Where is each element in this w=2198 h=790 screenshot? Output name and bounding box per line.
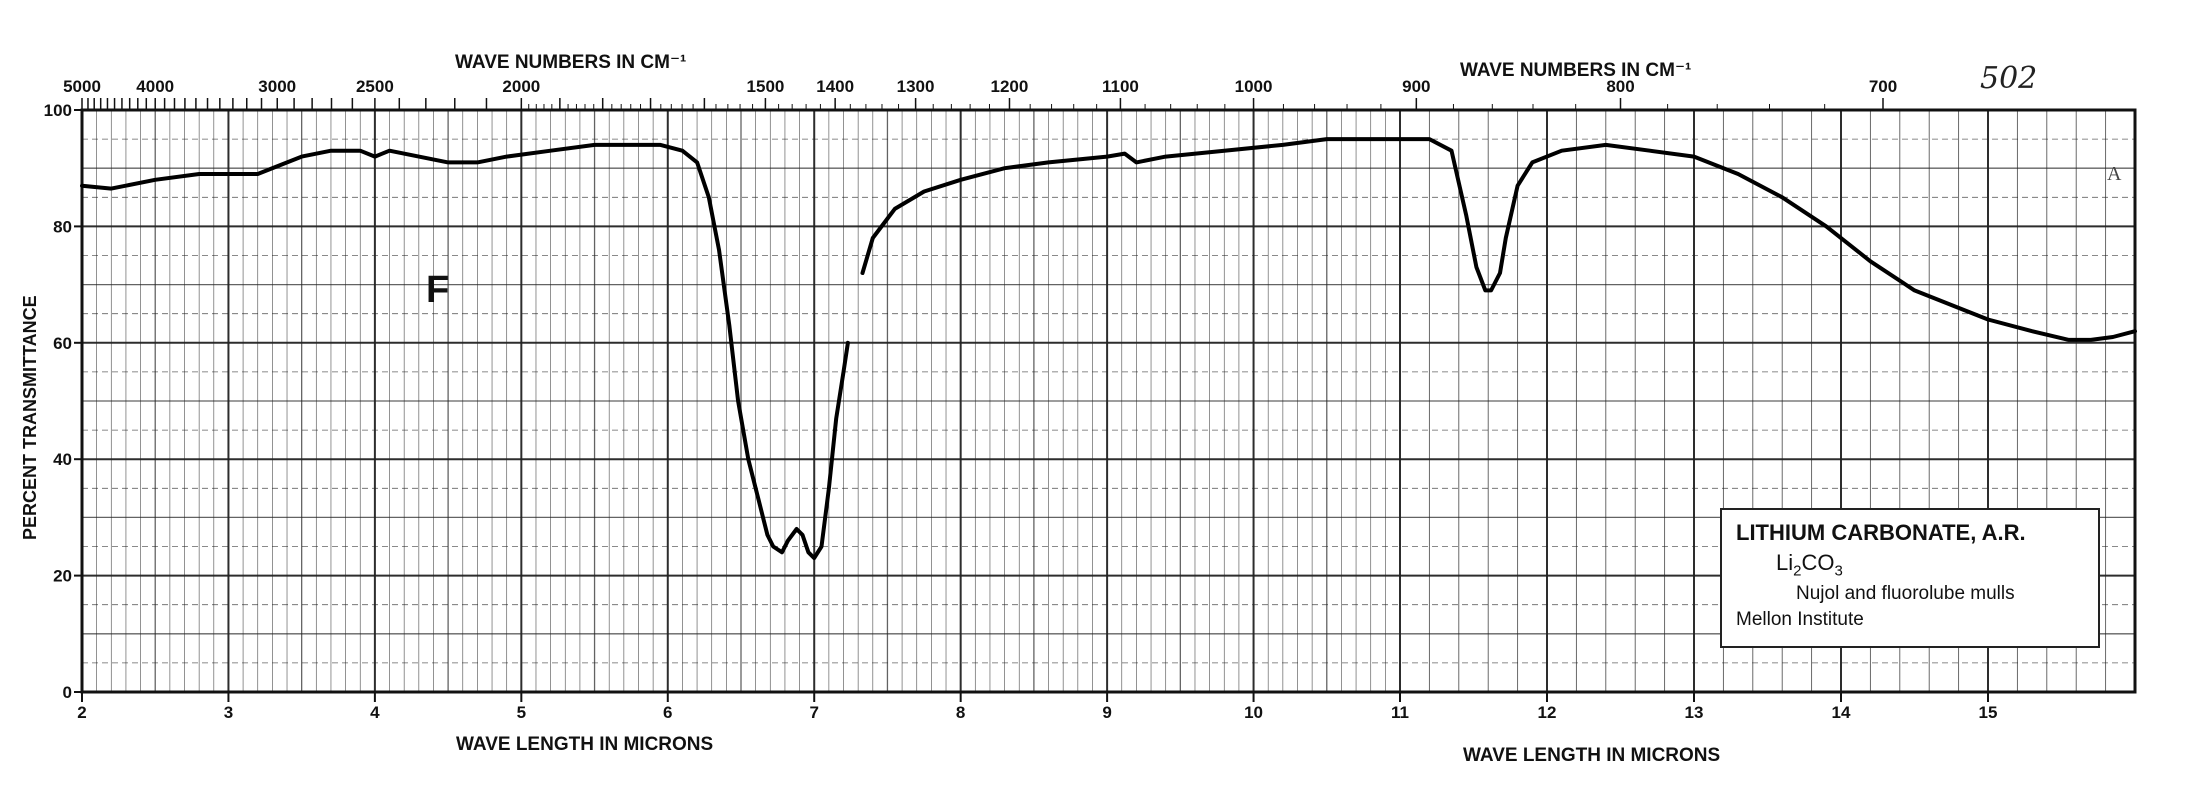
wavenumber-tick-label: 4000	[136, 77, 174, 96]
sample-source: Mellon Institute	[1736, 608, 1864, 630]
x-tick-label: 7	[809, 703, 818, 722]
wavenumber-tick-label: 1100	[1102, 77, 1139, 96]
page-number: 502	[1980, 61, 2037, 96]
wavenumber-tick-label: 1500	[747, 77, 785, 96]
y-tick-label: 60	[53, 334, 72, 353]
wavenumber-tick-label: 1300	[897, 77, 935, 96]
y-tick-label: 20	[53, 567, 72, 586]
wavenumber-tick-label: 2500	[356, 77, 394, 96]
wavenumber-tick-label: 700	[1869, 77, 1897, 96]
x-tick-label: 4	[370, 703, 380, 722]
wavenumber-tick-label: 1400	[816, 77, 854, 96]
chemical-formula: Li2CO3	[1776, 549, 1843, 580]
wavenumber-tick-label: 1000	[1235, 77, 1273, 96]
x-tick-label: 12	[1538, 703, 1557, 722]
wavenumber-tick-label: 900	[1402, 77, 1430, 96]
y-tick-label: 0	[63, 683, 72, 702]
x-tick-label: 8	[956, 703, 965, 722]
spectrum-curve	[80, 137, 2137, 561]
x-tick-label: 13	[1685, 703, 1704, 722]
x-tick-label: 6	[663, 703, 672, 722]
bottom-axis-label-right: WAVE LENGTH IN MICRONS	[1463, 745, 1720, 766]
panel-letter: F	[426, 269, 449, 311]
bottom-axis-label-left: WAVE LENGTH IN MICRONS	[456, 734, 713, 755]
x-tick-label: 9	[1102, 703, 1111, 722]
y-tick-label: 80	[53, 217, 72, 236]
spectrum-line	[860, 137, 2137, 342]
x-tick-label: 14	[1832, 703, 1851, 722]
sample-name: LITHIUM CARBONATE, A.R.	[1736, 520, 2026, 545]
wavenumber-tick-label: 1200	[991, 77, 1029, 96]
y-tick-label: 100	[44, 101, 72, 120]
top-axis-label-right: WAVE NUMBERS IN CM⁻¹	[1460, 60, 1691, 81]
x-tick-label: 10	[1244, 703, 1263, 722]
axis-ticks	[74, 98, 1989, 702]
x-tick-label: 2	[77, 703, 86, 722]
wavenumber-tick-label: 5000	[63, 77, 101, 96]
tick-labels: 0 20 40 60 80 100 2 3 4 5 6 7 8 9 10 11 12 13 14 15 5000 4000…	[44, 77, 1998, 722]
wavenumber-tick-label: 2000	[502, 77, 540, 96]
x-tick-label: 15	[1979, 703, 1998, 722]
y-axis-label: PERCENT TRANSMITTANCE	[20, 295, 40, 540]
top-axis-label-left: WAVE NUMBERS IN CM⁻¹	[455, 52, 686, 73]
wavenumber-tick-label: 3000	[258, 77, 296, 96]
corner-letter: A	[2107, 163, 2122, 185]
x-tick-label: 5	[517, 703, 526, 722]
x-tick-label: 3	[224, 703, 233, 722]
wavenumber-tick-label: 800	[1606, 77, 1634, 96]
sample-info-box: LITHIUM CARBONATE, A.R. Li2CO3 Nujol and…	[1720, 508, 2100, 648]
sample-method: Nujol and fluorolube mulls	[1796, 583, 2015, 605]
plot-frame	[80, 108, 2137, 694]
x-tick-label: 11	[1391, 703, 1409, 722]
y-tick-label: 40	[53, 450, 72, 469]
spectrum-line	[80, 142, 850, 561]
